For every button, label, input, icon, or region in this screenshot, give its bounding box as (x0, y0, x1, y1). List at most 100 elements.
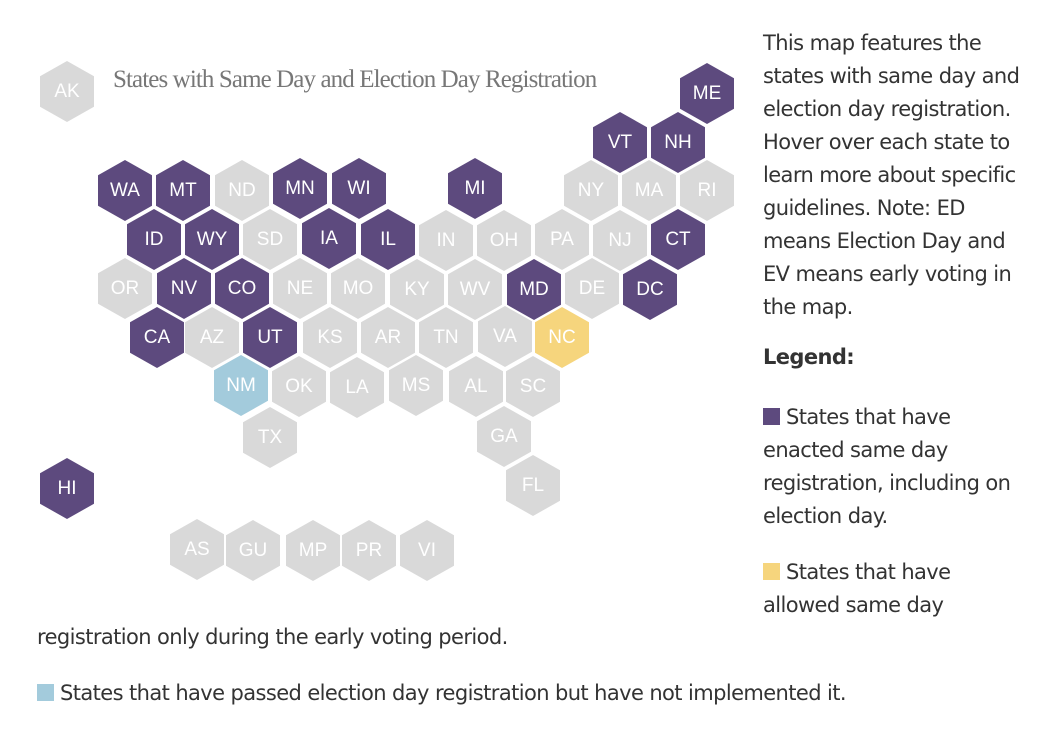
state-hex-vi[interactable]: VI (400, 520, 454, 581)
state-label: NC (548, 326, 576, 348)
state-label: NE (286, 277, 314, 299)
legend-text: States that have (786, 405, 951, 429)
state-hex-as[interactable]: AS (170, 519, 224, 580)
state-hex-ky[interactable]: KY (390, 259, 444, 320)
state-hex-al[interactable]: AL (449, 356, 503, 417)
state-label: OK (285, 375, 313, 397)
state-hex-nj[interactable]: NJ (593, 210, 647, 271)
state-hex-sc[interactable]: SC (506, 356, 560, 417)
state-hex-nd[interactable]: ND (215, 160, 269, 221)
state-label: MS (401, 374, 431, 396)
state-hex-nh[interactable]: NH (651, 112, 705, 173)
state-label: VT (607, 131, 633, 153)
state-label: HI (57, 477, 77, 499)
state-hex-oh[interactable]: OH (477, 210, 531, 271)
state-hex-la[interactable]: LA (330, 357, 384, 418)
state-hex-wy[interactable]: WY (185, 209, 239, 270)
state-label: ME (692, 82, 722, 104)
state-hex-ms[interactable]: MS (389, 355, 443, 416)
state-label: SD (256, 228, 284, 250)
state-hex-pa[interactable]: PA (535, 209, 589, 270)
state-hex-ct[interactable]: CT (651, 209, 705, 270)
state-hex-va[interactable]: VA (478, 306, 532, 367)
state-hex-ia[interactable]: IA (302, 208, 356, 269)
legend-swatch-yellow (763, 563, 780, 580)
state-hex-ok[interactable]: OK (272, 356, 326, 417)
state-hex-mi[interactable]: MI (448, 158, 502, 219)
state-hex-vt[interactable]: VT (593, 112, 647, 173)
state-hex-ri[interactable]: RI (680, 160, 734, 221)
state-label: VA (493, 325, 517, 347)
state-hex-de[interactable]: DE (565, 258, 619, 319)
state-label: CT (665, 228, 691, 250)
state-hex-gu[interactable]: GU (226, 520, 280, 581)
state-hex-ut[interactable]: UT (243, 307, 297, 368)
state-hex-nc[interactable]: NC (535, 307, 589, 368)
description-line: EV means early voting in (763, 262, 1012, 286)
state-hex-co[interactable]: CO (215, 258, 269, 319)
state-label: RI (697, 179, 717, 201)
state-label: NH (664, 131, 692, 153)
state-hex-wi[interactable]: WI (332, 158, 386, 219)
state-hex-me[interactable]: ME (680, 63, 734, 124)
description-line: means Election Day and (763, 229, 1006, 253)
state-label: MT (169, 179, 197, 201)
state-hex-mn[interactable]: MN (273, 158, 327, 219)
state-hex-ny[interactable]: NY (564, 160, 618, 221)
state-hex-wa[interactable]: WA (98, 160, 152, 221)
state-hex-hi[interactable]: HI (40, 458, 94, 519)
state-label: MA (634, 179, 664, 201)
state-label: AL (464, 375, 488, 397)
state-hex-tx[interactable]: TX (243, 407, 297, 468)
legend-text-wrapped: registration only during the early votin… (37, 625, 508, 649)
state-hex-in[interactable]: IN (419, 210, 473, 271)
state-label: DC (636, 278, 664, 300)
state-label: AR (374, 326, 402, 348)
state-hex-tn[interactable]: TN (419, 307, 473, 368)
legend-swatch-light-blue (37, 684, 54, 701)
state-hex-ga[interactable]: GA (477, 406, 531, 467)
description-line: states with same day and (763, 64, 1020, 88)
map-title: States with Same Day and Election Day Re… (113, 66, 597, 93)
state-label: NJ (608, 229, 632, 251)
state-hex-pr[interactable]: PR (342, 520, 396, 581)
state-hex-ar[interactable]: AR (361, 307, 415, 368)
state-label: TN (433, 326, 459, 348)
state-hex-ca[interactable]: CA (130, 307, 184, 368)
state-hex-or[interactable]: OR (98, 258, 152, 319)
state-hex-sd[interactable]: SD (243, 209, 297, 270)
state-hex-mp[interactable]: MP (286, 520, 340, 581)
state-label: AK (54, 80, 80, 102)
legend-title: Legend: (763, 345, 855, 369)
description-line: This map features the (763, 31, 982, 55)
state-hex-id[interactable]: ID (127, 209, 181, 270)
state-hex-md[interactable]: MD (507, 259, 561, 320)
hex-tile-map: States with Same Day and Election Day Re… (40, 61, 734, 581)
state-hex-fl[interactable]: FL (506, 455, 560, 516)
state-hex-mo[interactable]: MO (331, 258, 385, 319)
legend-text: allowed same day (763, 593, 944, 617)
state-label: AZ (199, 326, 225, 348)
state-label: WV (459, 278, 491, 300)
state-label: IA (320, 227, 338, 249)
state-hex-il[interactable]: IL (361, 209, 415, 270)
state-hex-az[interactable]: AZ (185, 307, 239, 368)
state-label: VI (418, 539, 436, 561)
description-line: Hover over each state to (763, 130, 1010, 154)
state-label: GU (238, 539, 268, 561)
state-hex-ks[interactable]: KS (303, 307, 357, 368)
state-hex-ak[interactable]: AK (40, 61, 94, 122)
state-hex-wv[interactable]: WV (448, 259, 502, 320)
state-label: WY (196, 228, 228, 250)
state-hex-dc[interactable]: DC (623, 259, 677, 320)
state-hex-nm[interactable]: NM (214, 355, 268, 416)
state-label: LA (345, 376, 369, 398)
description-line: election day registration. (763, 97, 1011, 121)
state-label: CA (143, 326, 171, 348)
state-hex-nv[interactable]: NV (157, 258, 211, 319)
state-label: NY (577, 179, 605, 201)
state-hex-ne[interactable]: NE (273, 258, 327, 319)
state-hex-ma[interactable]: MA (622, 160, 676, 221)
state-hex-mt[interactable]: MT (156, 160, 210, 221)
state-label: MO (342, 277, 374, 299)
